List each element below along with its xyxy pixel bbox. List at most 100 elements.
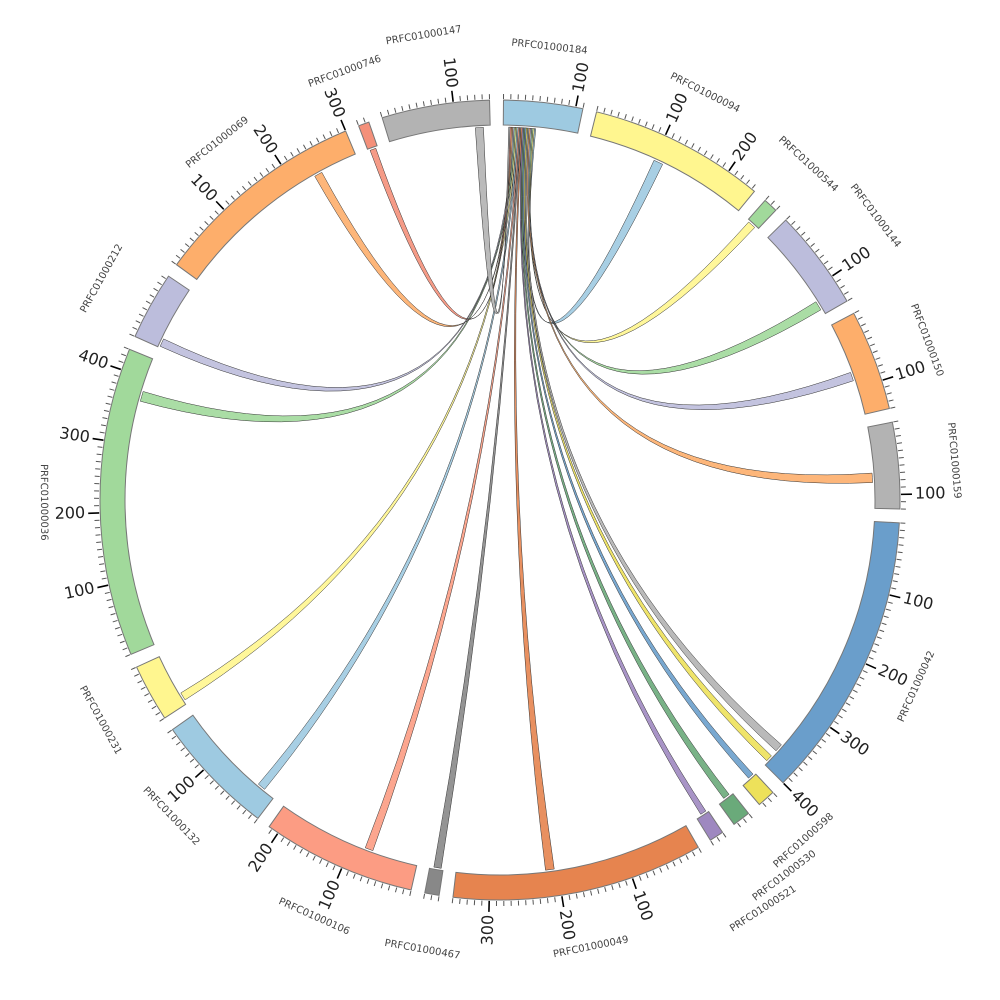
segment-PRFC01000212[interactable] (134, 275, 190, 348)
major-tick (882, 376, 894, 381)
segment-PRFC01000231[interactable] (135, 655, 187, 719)
segment-PRFC01000746[interactable] (357, 121, 378, 150)
minor-tick (366, 878, 370, 884)
minor-tick (692, 851, 696, 857)
major-tick (664, 124, 671, 136)
link-PRFC01000159[interactable] (526, 127, 873, 484)
minor-tick (684, 139, 689, 145)
minor-tick (887, 601, 893, 604)
minor-tick (631, 116, 634, 122)
minor-tick (408, 104, 411, 110)
segment-PRFC01000132[interactable] (171, 714, 274, 820)
minor-tick (748, 813, 753, 819)
minor-tick (867, 336, 873, 340)
link-PRFC01000147[interactable] (475, 126, 511, 314)
minor-tick (130, 667, 136, 671)
minor-tick (104, 591, 110, 594)
major-tick (451, 90, 454, 102)
link-PRFC01000231[interactable] (180, 127, 518, 701)
minor-tick (108, 605, 114, 609)
link-PRFC01000530[interactable] (521, 127, 730, 799)
minor-tick (582, 102, 585, 108)
minor-tick (161, 275, 166, 280)
segment-PRFC01000530[interactable] (718, 793, 750, 826)
link-PRFC01000467[interactable] (433, 127, 522, 869)
segment-label: PRFC01000212 (78, 242, 125, 314)
minor-tick (451, 898, 454, 904)
minor-tick (582, 892, 585, 898)
minor-tick (149, 294, 155, 298)
minor-tick (886, 392, 892, 395)
minor-tick (444, 97, 447, 103)
minor-tick (132, 326, 138, 330)
segment-PRFC01000144[interactable] (767, 219, 848, 315)
minor-tick (415, 102, 418, 108)
minor-tick (539, 898, 542, 905)
segment-PRFC01000106[interactable] (268, 805, 418, 891)
link-PRFC01000042[interactable] (523, 127, 772, 762)
minor-tick (874, 643, 880, 646)
minor-tick (836, 278, 841, 283)
minor-tick (786, 215, 791, 220)
segment-PRFC01000147[interactable] (381, 99, 491, 143)
minor-tick (316, 137, 320, 143)
segment-PRFC01000159[interactable] (867, 421, 901, 510)
minor-tick (611, 884, 614, 891)
segment-PRFC01000467[interactable] (424, 867, 444, 896)
segment-PRFC01000094[interactable] (589, 111, 756, 212)
link-PRFC01000746[interactable] (369, 126, 512, 320)
minor-tick (242, 185, 246, 191)
minor-tick (590, 890, 593, 896)
minor-tick (788, 777, 793, 783)
major-tick (92, 437, 104, 441)
segment-PRFC01000521[interactable] (696, 810, 724, 841)
minor-tick (894, 573, 900, 576)
major-tick (889, 594, 901, 599)
segment-PRFC01000598[interactable] (742, 773, 774, 806)
minor-tick (125, 654, 131, 658)
segment-label: PRFC01000106 (277, 896, 351, 937)
link-PRFC01000598[interactable] (522, 127, 754, 779)
minor-tick (575, 893, 578, 899)
link-PRFC01000049[interactable] (514, 127, 555, 871)
segment-PRFC01000150[interactable] (830, 312, 890, 415)
link-PRFC01000036[interactable] (140, 127, 516, 423)
segment-PRFC01000184[interactable] (502, 99, 584, 134)
minor-tick (293, 845, 297, 850)
major-tick (832, 269, 843, 277)
minor-tick (847, 297, 853, 302)
minor-tick (325, 862, 329, 868)
minor-tick (118, 360, 124, 364)
link-PRFC01000521[interactable] (519, 127, 707, 815)
minor-tick (171, 260, 177, 265)
minor-tick (144, 693, 150, 697)
minor-tick (872, 350, 878, 354)
minor-tick (691, 143, 695, 149)
minor-tick (402, 889, 405, 895)
minor-tick (159, 718, 165, 722)
segment-PRFC01000042[interactable] (764, 520, 900, 784)
minor-tick (710, 840, 714, 846)
link-PRFC01000212[interactable] (159, 126, 515, 392)
minor-tick (135, 320, 141, 324)
segment-PRFC01000544[interactable] (747, 199, 777, 230)
segment-PRFC01000049[interactable] (452, 824, 700, 901)
segment-label: PRFC01000231 (77, 684, 124, 756)
minor-tick (625, 880, 628, 886)
link-PRFC01000106[interactable] (364, 127, 520, 851)
minor-tick (685, 854, 689, 860)
link-PRFC01000042[interactable] (524, 127, 782, 752)
minor-tick (773, 792, 778, 798)
minor-tick (671, 133, 675, 139)
segment-PRFC01000036[interactable] (99, 348, 155, 655)
segment-PRFC01000069[interactable] (175, 130, 356, 281)
link-PRFC01000094[interactable] (528, 128, 663, 324)
minor-tick (113, 374, 119, 377)
minor-tick (678, 136, 682, 142)
minor-tick (175, 741, 181, 746)
minor-tick (97, 446, 103, 448)
ticks-layer (88, 90, 912, 912)
link-PRFC01000150[interactable] (527, 127, 854, 410)
link-PRFC01000544[interactable] (529, 128, 756, 343)
minor-tick (798, 767, 803, 772)
